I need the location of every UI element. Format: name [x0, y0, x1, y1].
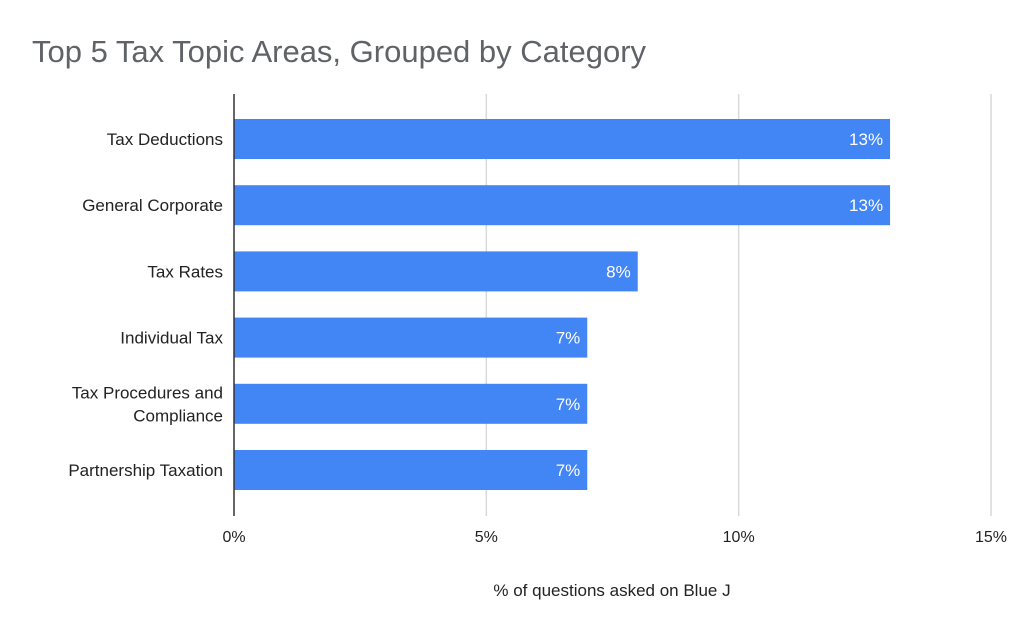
bar [234, 317, 588, 358]
x-tick-label: 0% [222, 529, 245, 546]
x-tick-label: 5% [475, 529, 498, 546]
bar [234, 119, 891, 159]
category-label: Partnership Taxation [68, 461, 223, 480]
data-label: 7% [556, 329, 581, 348]
data-label: 13% [849, 130, 883, 149]
category-label: Compliance [133, 406, 223, 425]
category-label: General Corporate [82, 196, 223, 215]
chart-title: Top 5 Tax Topic Areas, Grouped by Catego… [32, 34, 647, 69]
x-axis-title: % of questions asked on Blue J [493, 581, 730, 600]
data-label: 7% [556, 395, 581, 414]
category-label: Individual Tax [120, 329, 223, 348]
bar [234, 450, 588, 490]
data-label: 13% [849, 196, 883, 215]
bar [234, 383, 588, 424]
data-label: 7% [556, 461, 581, 480]
data-label: 8% [606, 262, 631, 281]
bar [234, 251, 638, 292]
category-label: Tax Rates [147, 262, 223, 281]
bar [234, 185, 891, 226]
category-label: Tax Deductions [107, 130, 223, 149]
x-tick-label: 15% [975, 529, 1007, 546]
x-tick-label: 10% [723, 529, 755, 546]
category-label: Tax Procedures and [72, 383, 223, 402]
